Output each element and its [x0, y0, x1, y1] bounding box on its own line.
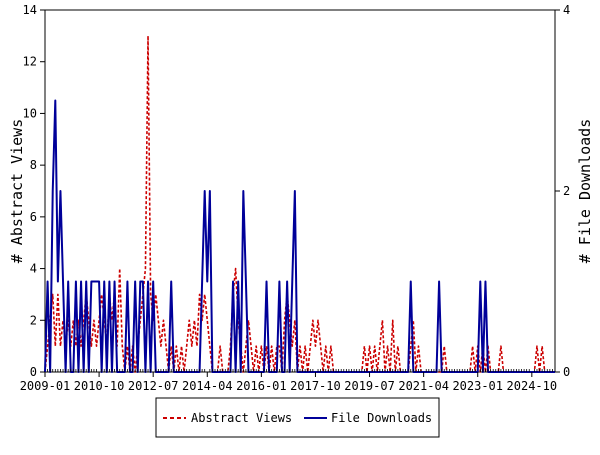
y-left-tick-label: 14 — [23, 3, 37, 17]
y-right-tick-label: 0 — [563, 365, 570, 379]
x-tick-label: 2012-07 — [128, 379, 179, 393]
x-tick-label: 2009-01 — [20, 379, 71, 393]
y-axis-left-title: # Abstract Views — [8, 119, 26, 264]
legend-label-abstract-views: Abstract Views — [191, 411, 292, 425]
x-tick-label: 2010-10 — [74, 379, 125, 393]
plot-area — [44, 9, 556, 373]
legend-box — [155, 397, 440, 438]
x-tick-label: 2014-04 — [182, 379, 233, 393]
legend-label-file-downloads: File Downloads — [331, 411, 432, 425]
x-tick-label: 2016-01 — [236, 379, 287, 393]
x-tick-label: 2019-07 — [344, 379, 395, 393]
y-left-tick-label: 0 — [30, 365, 37, 379]
y-right-tick-label: 2 — [563, 184, 570, 198]
axis-layer: 0 2 4 6 8 10 12 14 0 2 4 2009-01 2010-10 2012-07 2014-… — [20, 3, 571, 393]
x-tick-label: 2021-04 — [398, 379, 449, 393]
y-right-tick-label: 4 — [563, 3, 570, 17]
x-tick-label: 2017-10 — [290, 379, 341, 393]
x-tick-label: 2023-01 — [452, 379, 503, 393]
y-left-tick-label: 6 — [30, 210, 37, 224]
legend: Abstract Views File Downloads — [155, 397, 440, 438]
y-left-tick-label: 10 — [23, 106, 37, 120]
y-left-tick-label: 2 — [30, 313, 37, 327]
y-left-tick-label: 8 — [30, 158, 37, 172]
x-tick-label: 2024-10 — [507, 379, 558, 393]
y-left-tick-label: 12 — [23, 55, 37, 69]
y-left-tick-label: 4 — [30, 262, 37, 276]
y-axis-right-title: # File Downloads — [576, 119, 594, 264]
